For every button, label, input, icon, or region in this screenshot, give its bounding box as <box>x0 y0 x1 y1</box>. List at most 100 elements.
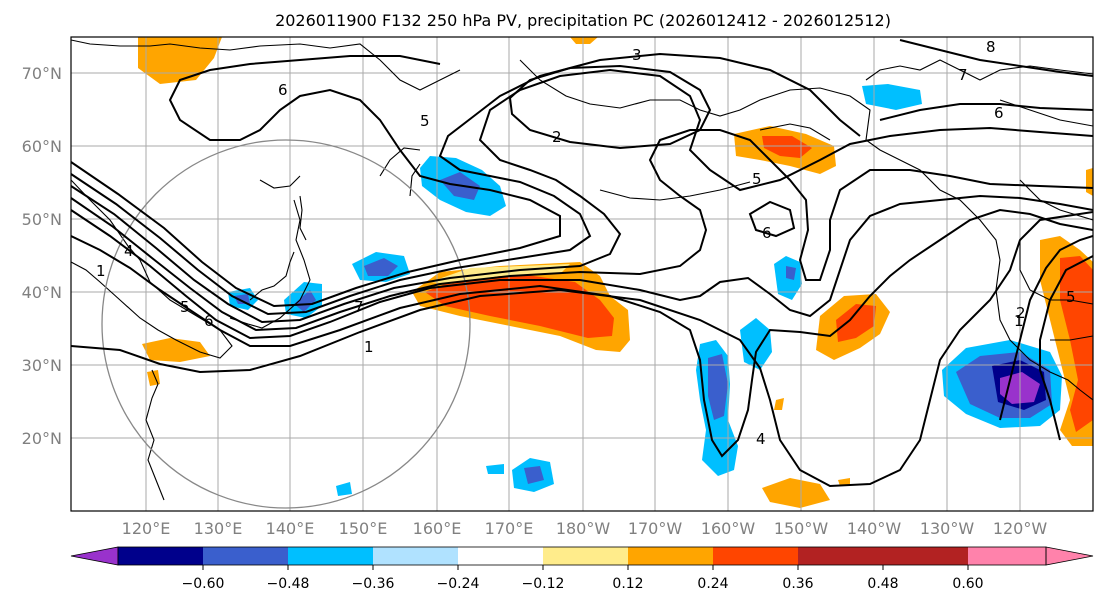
pv-contour <box>71 129 1093 332</box>
precip-negative-strong-area <box>294 290 316 312</box>
precip-negative-strong-area <box>786 266 796 280</box>
colorbar-segment <box>883 547 968 565</box>
colorbar-tick-label: −0.12 <box>522 576 565 592</box>
colorbar-segment <box>628 547 713 565</box>
precip-negative-area <box>486 464 504 474</box>
contour-label: 2 <box>552 128 562 146</box>
precip-negative-strong-area <box>234 294 250 304</box>
lat-label: 50°N <box>22 210 62 229</box>
precip-positive-area <box>838 478 850 486</box>
contour-label: 7 <box>354 298 364 316</box>
lon-label: 180°W <box>556 519 611 538</box>
contour-label: 1 <box>96 262 106 280</box>
precip-positive-area <box>774 398 784 410</box>
contour-label: 5 <box>420 112 430 130</box>
lon-label: 130°W <box>920 519 975 538</box>
lon-label: 130°E <box>194 519 243 538</box>
pv-contour <box>71 194 1093 340</box>
pv-contour-labels: 3 6 5 2 5 6 7 6 8 1 4 4 7 1 5 1 2 6 5 <box>96 38 1076 448</box>
colorbar-segment <box>713 547 798 565</box>
contour-label: 7 <box>958 66 968 84</box>
colorbar-segment <box>458 547 543 565</box>
pv-contour <box>899 39 1093 77</box>
colorbar-segment <box>373 547 458 565</box>
chart-title: 2026011900 F132 250 hPa PV, precipitatio… <box>275 11 891 30</box>
precip-negative-strong-area <box>524 466 544 484</box>
precip-positive-area <box>570 37 598 44</box>
colorbar-tick-label: 0.24 <box>697 576 728 592</box>
pv-contours <box>71 39 1093 488</box>
lon-label: 170°E <box>485 519 534 538</box>
contour-label: 6 <box>204 312 214 330</box>
precip-negative-area <box>740 318 772 370</box>
lat-label: 60°N <box>22 137 62 156</box>
colorbar-segment <box>288 547 373 565</box>
lon-label: 160°W <box>701 519 756 538</box>
colorbar-ticks <box>202 565 969 570</box>
lon-label: 160°E <box>413 519 462 538</box>
contour-label: 2 <box>1016 304 1026 322</box>
pv-contour <box>508 64 712 150</box>
colorbar-segment <box>118 547 203 565</box>
precip-negative-area <box>862 84 922 110</box>
colorbar-tick-label: 0.36 <box>782 576 813 592</box>
pv-contour <box>71 68 1093 324</box>
precip-positive-area <box>142 338 210 362</box>
precip-strong-area <box>762 136 812 158</box>
contour-label: 4 <box>756 430 766 448</box>
lat-label: 40°N <box>22 283 62 302</box>
colorbar-tick-label: 0.48 <box>867 576 898 592</box>
colorbar-tick-label: 0.60 <box>952 576 983 592</box>
pv-contour <box>1039 255 1093 441</box>
pv-contour <box>71 208 1093 458</box>
lat-label: 20°N <box>22 429 62 448</box>
contour-label: 1 <box>1014 312 1024 330</box>
lon-label: 120°E <box>122 519 171 538</box>
contour-label: 1 <box>364 338 374 356</box>
contour-label: 3 <box>632 46 642 64</box>
contour-label: 4 <box>124 242 134 260</box>
colorbar-tick-label: −0.24 <box>437 576 480 592</box>
pv-contour <box>71 211 1093 488</box>
precip-negative-area <box>336 482 352 496</box>
precip-negative-strong-area <box>364 258 398 276</box>
colorbar-extend-high-fill <box>968 547 1093 565</box>
contour-label: 5 <box>752 170 762 188</box>
contour-label: 5 <box>180 298 190 316</box>
map-area: 3 6 5 2 5 6 7 6 8 1 4 4 7 1 5 1 2 6 5 <box>71 37 1093 511</box>
colorbar-tick-label: −0.60 <box>182 576 225 592</box>
precip-strong-area <box>836 304 876 342</box>
lon-label: 150°W <box>774 519 829 538</box>
lon-label: 120°W <box>993 519 1048 538</box>
pv-contour <box>71 55 561 308</box>
colorbar-extend-low <box>70 546 119 566</box>
colorbar-tick-label: −0.48 <box>267 576 310 592</box>
lon-label: 170°W <box>628 519 683 538</box>
pv-contour <box>71 52 861 316</box>
pv-contour <box>748 200 796 238</box>
lon-label: 150°E <box>339 519 388 538</box>
lat-labels: 70°N 60°N 50°N 40°N 30°N 20°N <box>22 64 62 448</box>
precip-positive-area <box>1086 168 1093 196</box>
colorbar: −0.60 −0.48 −0.36 −0.24 −0.12 0.12 0.24 … <box>70 546 1094 592</box>
pv-contour <box>879 103 1093 121</box>
lon-label: 140°E <box>266 519 315 538</box>
colorbar-segment <box>798 547 883 565</box>
map-frame <box>70 36 1094 512</box>
precip-shading <box>138 37 1093 508</box>
colorbar-tick-label: 0.12 <box>612 576 643 592</box>
contour-label: 5 <box>1066 288 1076 306</box>
contour-label: 6 <box>762 224 772 242</box>
precip-positive-area <box>762 478 830 508</box>
colorbar-segment <box>203 547 288 565</box>
contour-label: 6 <box>278 81 288 99</box>
lat-label: 30°N <box>22 356 62 375</box>
precip-negative-strong-area <box>708 354 728 420</box>
colorbar-segment <box>543 547 628 565</box>
colorbar-tick-label: −0.36 <box>352 576 395 592</box>
distance-circle <box>101 139 471 509</box>
lon-label: 140°W <box>847 519 902 538</box>
pv-contour <box>999 235 1093 421</box>
lon-labels: 120°E 130°E 140°E 150°E 160°E 170°E 180°… <box>122 519 1048 538</box>
